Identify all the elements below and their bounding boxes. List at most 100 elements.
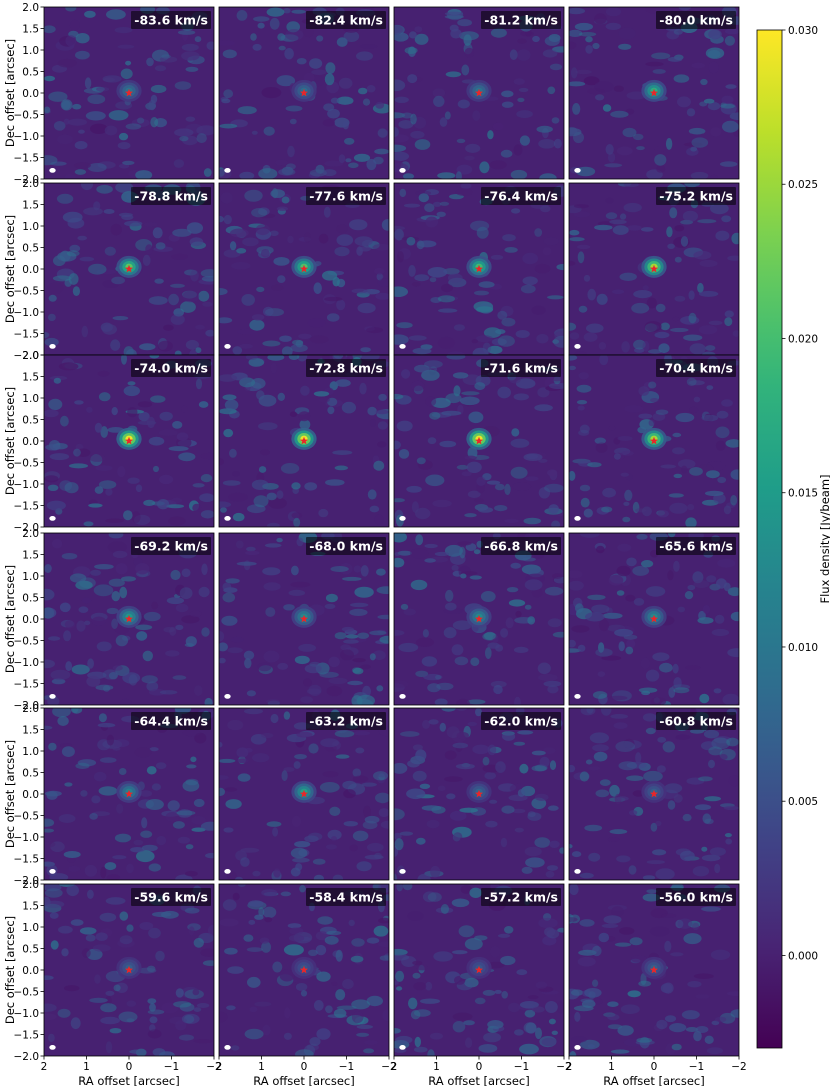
y-tick-label: 1.0	[22, 571, 39, 583]
channel-panel: -71.6 km/s	[393, 354, 565, 528]
x-tick-label: −2	[731, 1061, 746, 1073]
channel-panel: -63.2 km/s	[218, 707, 390, 881]
velocity-label: -57.2 km/s	[481, 888, 561, 906]
velocity-text: -76.4 km/s	[484, 189, 558, 204]
x-tick-label: 1	[258, 1061, 265, 1073]
y-axis-label: Dec offset [arcsec]	[3, 740, 17, 848]
star-marker	[475, 88, 483, 97]
beam-ellipse	[574, 869, 581, 874]
y-tick-label: 1.5	[22, 900, 39, 912]
y-tick-label: −0.5	[14, 457, 40, 469]
velocity-text: -59.6 km/s	[134, 890, 208, 905]
velocity-label: -64.4 km/s	[131, 712, 211, 730]
beam-ellipse	[399, 168, 406, 173]
x-tick-label: 2	[216, 1061, 223, 1073]
velocity-text: -64.4 km/s	[134, 714, 208, 729]
velocity-label: -63.2 km/s	[306, 712, 386, 730]
beam-ellipse	[224, 694, 231, 699]
y-tick-label: 1.0	[22, 746, 39, 758]
velocity-text: -57.2 km/s	[484, 890, 558, 905]
channel-panel: -81.2 km/s	[393, 6, 565, 180]
y-tick-label: 1.0	[22, 393, 39, 405]
channel-panel: -80.0 km/s	[568, 6, 740, 180]
y-axis-label: Dec offset [arcsec]	[3, 215, 17, 323]
x-axis-label: RA offset [arcsec]	[603, 1074, 704, 1086]
star-marker	[650, 264, 658, 273]
beam-ellipse	[49, 869, 56, 874]
velocity-text: -83.6 km/s	[134, 13, 208, 28]
y-tick-label: −1.5	[14, 152, 40, 164]
beam-ellipse	[49, 344, 56, 349]
velocity-label: -82.4 km/s	[306, 11, 386, 29]
y-tick-label: −1.5	[14, 853, 40, 865]
velocity-text: -75.2 km/s	[659, 189, 733, 204]
velocity-label: -62.0 km/s	[481, 712, 561, 730]
x-tick-label: 0	[126, 1061, 133, 1073]
x-tick-label: −1	[339, 1061, 354, 1073]
channel-panel: -57.2 km/s 2 1 0 −1 −2	[391, 883, 572, 1073]
star-marker	[300, 614, 308, 623]
velocity-text: -80.0 km/s	[659, 13, 733, 28]
velocity-text: -60.8 km/s	[659, 714, 733, 729]
y-tick-label: 1.5	[22, 549, 39, 561]
velocity-text: -68.0 km/s	[309, 539, 383, 554]
x-tick-label: −1	[164, 1061, 179, 1073]
star-marker	[650, 88, 658, 97]
star-marker	[300, 436, 308, 445]
velocity-label: -59.6 km/s	[131, 888, 211, 906]
velocity-text: -71.6 km/s	[484, 361, 558, 376]
y-tick-label: 0.0	[22, 789, 39, 801]
flux-map	[394, 183, 564, 355]
velocity-label: -69.2 km/s	[131, 537, 211, 555]
channel-panel: -76.4 km/s	[393, 182, 565, 356]
beam-ellipse	[49, 1045, 56, 1050]
velocity-label: -78.8 km/s	[131, 187, 211, 205]
colorbar: 0.000 0.005 0.010 0.015 0.020 0.025 0.030 Flux …	[756, 25, 830, 1049]
y-tick-label: 0.0	[22, 88, 39, 100]
beam-ellipse	[399, 1045, 406, 1050]
velocity-label: -72.8 km/s	[306, 359, 386, 377]
y-tick-label: −2.0	[14, 522, 40, 534]
y-tick-label: 2.0	[22, 703, 39, 715]
y-tick-label: −1.5	[14, 500, 40, 512]
velocity-label: -81.2 km/s	[481, 11, 561, 29]
star-marker	[475, 436, 483, 445]
channel-panels: -83.6 km/s 2.0 1.5 1.0 0.5 0.0 −0.5 −1.0 −1.5 −2.…	[14, 2, 747, 1073]
beam-ellipse	[574, 344, 581, 349]
y-axis-label: Dec offset [arcsec]	[3, 387, 17, 495]
velocity-label: -70.4 km/s	[656, 359, 736, 377]
x-tick-label: 1	[83, 1061, 90, 1073]
velocity-label: -65.6 km/s	[656, 537, 736, 555]
y-tick-label: 0.0	[22, 436, 39, 448]
star-marker	[650, 614, 658, 623]
beam-ellipse	[224, 516, 231, 521]
y-tick-label: 0.5	[22, 943, 39, 955]
star-marker	[125, 88, 133, 97]
star-marker	[125, 965, 133, 974]
y-tick-label: −0.5	[14, 986, 40, 998]
velocity-label: -77.6 km/s	[306, 187, 386, 205]
x-tick-label: −2	[556, 1061, 571, 1073]
x-tick-label: −1	[689, 1061, 704, 1073]
velocity-text: -78.8 km/s	[134, 189, 208, 204]
y-axis-label: Dec offset [arcsec]	[3, 916, 17, 1024]
beam-ellipse	[574, 516, 581, 521]
channel-panel: -78.8 km/s 2.0 1.5 1.0 0.5 0.0 −0.5 −1.0 −1.5 −2.…	[14, 178, 215, 362]
y-tick-label: −2.0	[14, 875, 40, 887]
star-marker	[300, 264, 308, 273]
channel-panel: -77.6 km/s	[218, 182, 390, 356]
y-tick-label: −1.0	[14, 832, 40, 844]
colorbar-tick-label: 0.025	[788, 179, 818, 191]
x-tick-label: −2	[206, 1061, 221, 1073]
y-tick-label: −0.5	[14, 285, 40, 297]
flux-map	[569, 533, 739, 705]
y-tick-label: 1.0	[22, 221, 39, 233]
y-tick-label: 0.5	[22, 242, 39, 254]
velocity-label: -75.2 km/s	[656, 187, 736, 205]
colorbar-gradient	[756, 29, 783, 1049]
velocity-label: -68.0 km/s	[306, 537, 386, 555]
flux-map	[569, 708, 739, 880]
y-tick-label: −2.0	[14, 350, 40, 362]
x-tick-label: 0	[301, 1061, 308, 1073]
x-tick-label: 2	[566, 1061, 573, 1073]
